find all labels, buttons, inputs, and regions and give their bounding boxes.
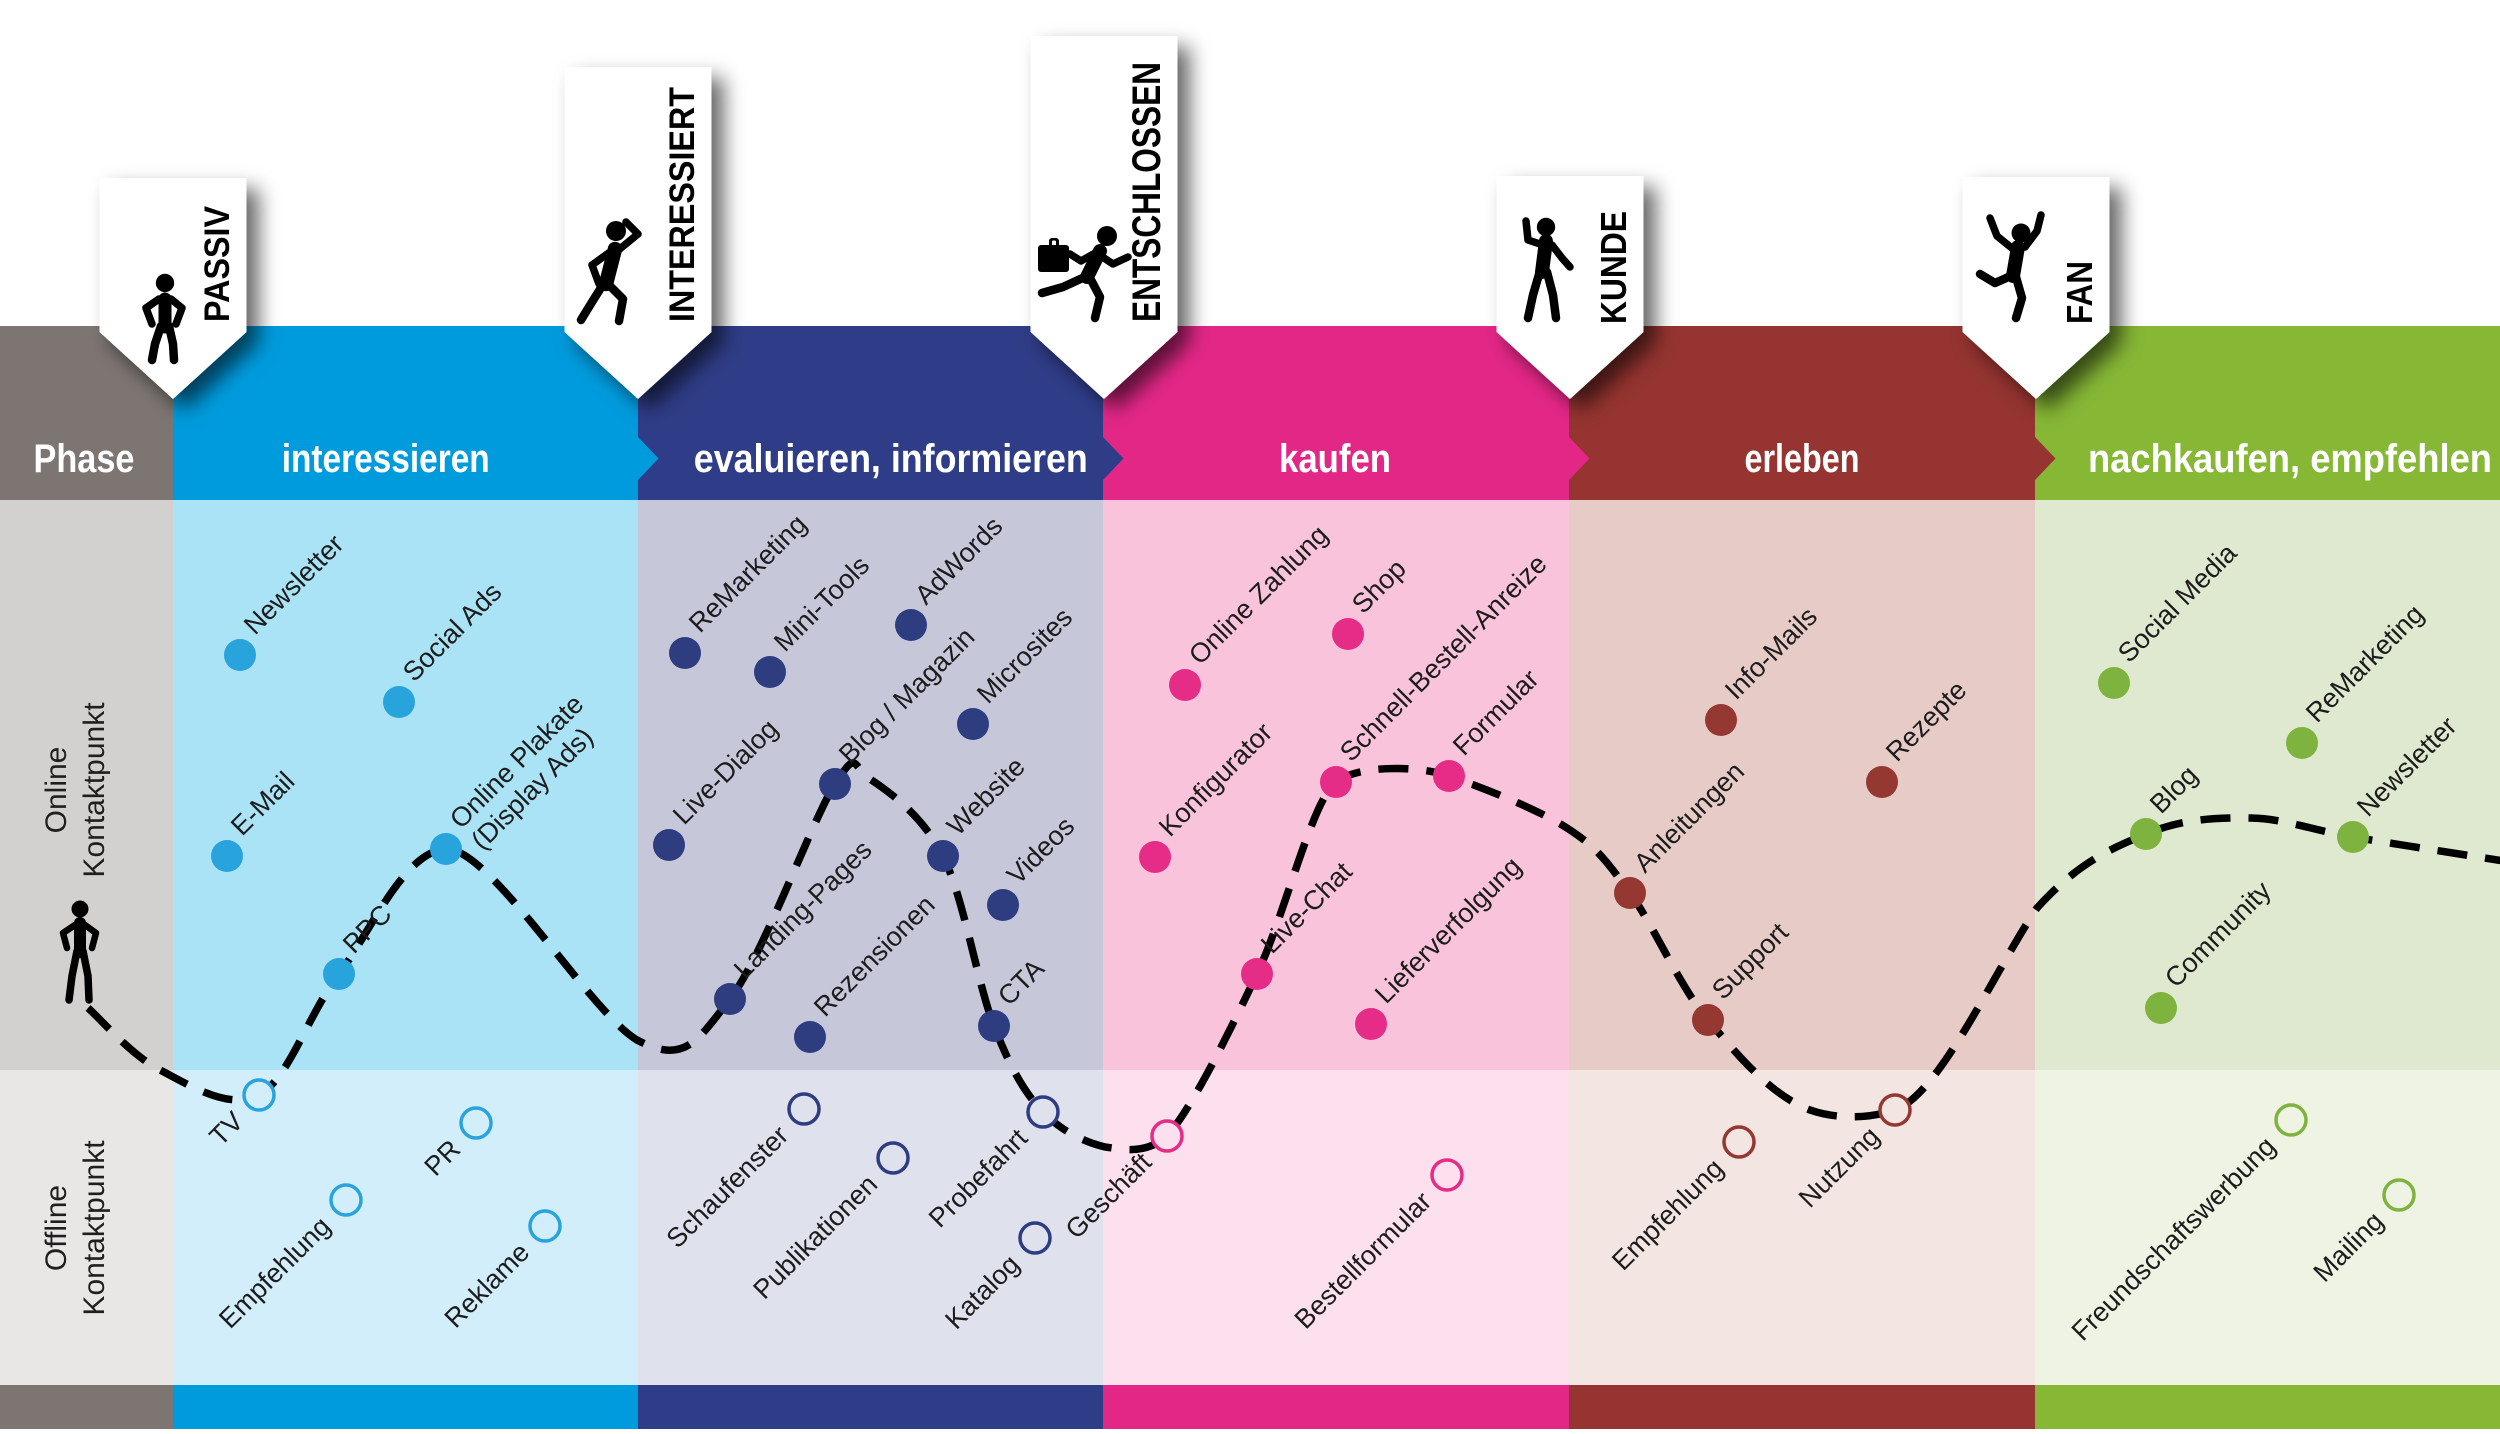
svg-text:KUNDE: KUNDE xyxy=(1593,211,1634,324)
svg-text:Online: Online xyxy=(40,747,73,834)
svg-text:Kontaktpunkt: Kontaktpunkt xyxy=(78,1140,111,1316)
svg-text:INTERESSIERT: INTERESSIERT xyxy=(663,87,702,322)
svg-text:evaluieren, informieren: evaluieren, informieren xyxy=(694,437,1088,481)
svg-text:PASSIV: PASSIV xyxy=(198,205,237,322)
svg-text:Kontaktpunkt: Kontaktpunkt xyxy=(78,702,111,878)
svg-text:FAN: FAN xyxy=(2059,261,2100,324)
svg-text:erleben: erleben xyxy=(1745,437,1860,481)
svg-text:nachkaufen, empfehlen: nachkaufen, empfehlen xyxy=(2088,437,2492,481)
svg-text:Phase: Phase xyxy=(34,437,135,481)
svg-text:kaufen: kaufen xyxy=(1279,437,1391,481)
svg-text:Offline: Offline xyxy=(40,1185,73,1271)
svg-text:interessieren: interessieren xyxy=(282,437,490,481)
svg-text:ENTSCHLOSSEN: ENTSCHLOSSEN xyxy=(1125,62,1169,322)
